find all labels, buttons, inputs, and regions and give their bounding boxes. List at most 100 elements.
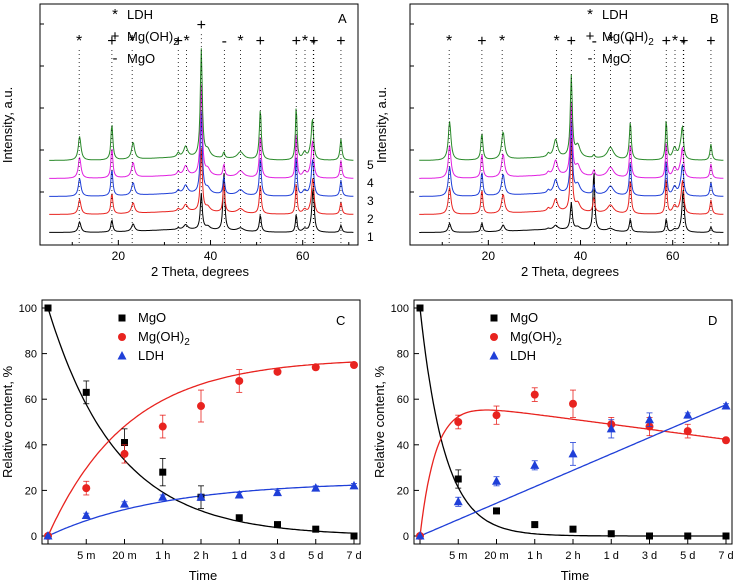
peak-marker: *	[237, 33, 243, 50]
point-LDH	[568, 448, 578, 458]
point-LDH	[158, 492, 168, 501]
panel-c-plot: 0 20 40 60 80 100 5 m 20 m 1 h 2 h 1 d 3 d 5 d 7 d	[19, 303, 362, 562]
point-LDH	[120, 499, 129, 508]
x-tick-label: 60	[666, 249, 680, 263]
point-Mg(OH)	[683, 427, 692, 436]
point-MgO	[121, 439, 128, 447]
panel-a-legend: * LDH+ Mg(OH)2- MgO	[111, 6, 180, 67]
point-LDH	[721, 401, 731, 410]
x-tick-label: 3 d	[642, 550, 657, 562]
legend-symbol: *	[587, 6, 593, 23]
xrd-trace-4	[419, 101, 724, 179]
point-LDH	[43, 531, 53, 540]
y-tick-label: 60	[25, 394, 37, 406]
panel-b-legend: * LDH+ Mg(OH)2- MgO	[586, 6, 655, 67]
x-tick-label: 5 m	[449, 550, 467, 562]
panel-a-ylabel: Intensity, a.u.	[0, 87, 15, 163]
point-Mg(OH)	[197, 402, 205, 411]
x-tick-label: 1 d	[232, 550, 247, 562]
peak-marker: +	[477, 33, 486, 50]
point-MgO	[44, 304, 52, 312]
peak-marker: +	[679, 33, 688, 50]
peak-marker: +	[174, 33, 183, 50]
x-tick-label: 5 d	[680, 550, 695, 562]
y-tick-label: 40	[397, 440, 409, 452]
panel-c-xlabel: Time	[189, 568, 217, 583]
panel-b-xlabel: 2 Theta, degrees	[521, 264, 620, 279]
point-LDH	[683, 410, 693, 419]
peak-marker: +	[567, 33, 576, 50]
x-tick-label: 1 h	[527, 550, 542, 562]
peak-marker: *	[129, 33, 135, 50]
point-Mg(OH)	[722, 436, 730, 445]
trace-label-2: 2	[367, 212, 374, 226]
y-tick-label: 40	[25, 440, 37, 452]
peak-marker: +	[336, 33, 345, 50]
panel-c-ylabel: Relative content, %	[0, 366, 15, 478]
peak-marker: -	[681, 33, 686, 50]
point-MgO	[569, 525, 577, 533]
x-tick-label: 2 h	[193, 550, 208, 562]
point-LDH	[453, 496, 463, 506]
peak-marker: +	[626, 33, 635, 50]
legend-label: Mg(OH)2	[510, 329, 562, 348]
y-tick-label: 60	[397, 394, 409, 406]
peak-marker: *	[672, 33, 678, 50]
point-MgO	[274, 521, 281, 529]
point-MgO	[607, 530, 615, 538]
peak-marker: *	[446, 33, 452, 50]
legend-marker	[489, 351, 499, 360]
x-tick-label: 1 d	[604, 550, 619, 562]
peak-marker: +	[292, 33, 301, 50]
x-tick-label: 7 d	[718, 550, 733, 562]
point-LDH	[196, 492, 206, 501]
point-LDH	[273, 487, 282, 497]
point-MgO	[312, 525, 320, 533]
point-Mg(OH)	[273, 367, 282, 376]
legend-marker	[117, 351, 127, 360]
point-Mg(OH)	[454, 418, 463, 426]
x-tick-label: 1 h	[155, 550, 170, 562]
panel-a-frame	[39, 3, 359, 246]
point-MgO	[493, 507, 500, 515]
peak-marker: +	[197, 17, 206, 34]
legend-marker	[118, 314, 126, 322]
point-MgO	[82, 388, 90, 396]
point-MgO	[454, 475, 462, 483]
panel-a-label: A	[338, 11, 347, 26]
legend-label: MgO	[602, 51, 630, 66]
point-MgO	[416, 304, 424, 312]
point-LDH	[349, 480, 359, 490]
trace-label-4: 4	[367, 176, 374, 190]
panel-d-label: D	[708, 313, 717, 328]
point-MgO	[159, 468, 167, 476]
legend-symbol: -	[588, 50, 593, 67]
peak-marker: -	[222, 33, 227, 50]
x-tick-label: 7 d	[346, 550, 361, 562]
y-tick-label: 20	[397, 485, 409, 497]
peak-marker: *	[183, 33, 189, 50]
legend-label: LDH	[127, 7, 153, 22]
legend-label: MgO	[127, 51, 155, 66]
point-MgO	[646, 532, 653, 540]
legend-marker	[490, 333, 498, 341]
legend-label: LDH	[138, 348, 164, 363]
legend-symbol: -	[113, 50, 118, 67]
point-Mg(OH)	[569, 399, 577, 408]
point-Mg(OH)	[311, 363, 320, 372]
fit-curve-MgOH2	[47, 361, 355, 537]
point-MgO	[531, 521, 539, 529]
x-tick-label: 20 m	[112, 550, 136, 562]
trace-label-1: 1	[367, 230, 374, 244]
xrd-trace-5	[49, 48, 354, 161]
x-tick-label: 40	[204, 249, 218, 263]
panel-a-xlabel: 2 Theta, degrees	[151, 264, 250, 279]
legend-symbol: +	[586, 28, 595, 45]
x-tick-label: 5 d	[308, 550, 323, 562]
point-MgO	[684, 532, 692, 540]
legend-label: MgO	[138, 310, 166, 325]
x-tick-label: 20 m	[484, 550, 508, 562]
point-LDH	[530, 460, 540, 469]
